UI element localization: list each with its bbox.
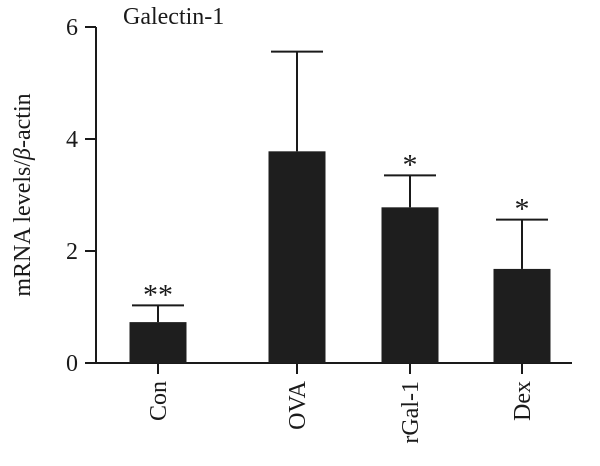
significance-marker: * [403,148,418,181]
x-tick-label: Dex [510,381,536,421]
bar-dex [493,268,551,363]
y-tick-label: 6 [66,15,78,41]
significance-marker: * [515,193,530,226]
y-axis-label: mRNA levels/β-actin [10,93,36,296]
y-axis-label-prefix: mRNA levels/ [10,160,36,297]
x-tick-label: Con [146,381,172,421]
y-axis-label-symbol: β [10,148,36,161]
y-tick-label: 4 [66,127,78,153]
bar-rgal-1 [381,207,439,363]
x-tick-label: OVA [285,380,311,430]
bar-con [129,322,187,363]
bar-ova [268,151,326,363]
significance-marker: ** [143,278,173,311]
x-tick-label: rGal-1 [398,381,424,444]
chart-title: Galectin-1 [123,4,224,30]
plot-area: 0 2 4 6 Con ** OVA rGal-1 * Dex * [66,15,572,444]
y-axis-label-suffix: -actin [10,93,36,148]
y-tick-label: 0 [66,351,78,377]
y-tick-label: 2 [66,239,78,265]
